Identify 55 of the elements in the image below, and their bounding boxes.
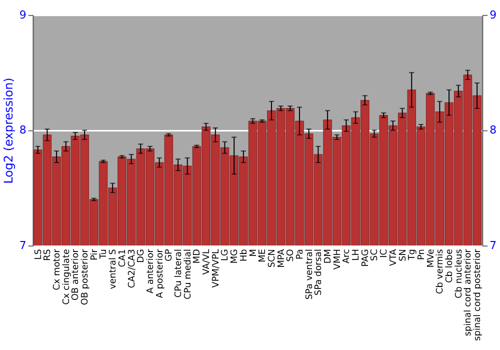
x-tick-label: VMH	[332, 249, 343, 270]
x-tick-label: MPA	[276, 248, 287, 268]
x-tick-label: SC	[370, 249, 380, 261]
y2-tick-label: 7	[490, 239, 497, 252]
x-tick-label: MG	[230, 248, 240, 264]
x-tick-label: RS	[43, 248, 54, 261]
x-tick-label: GP	[164, 248, 175, 262]
y-axis-title: Log2 (expression)	[1, 78, 16, 184]
x-tick-label: Cx motor	[52, 248, 63, 290]
x-tick-label: Cx cingulate	[62, 248, 72, 305]
x-tick-label: LG	[220, 248, 231, 261]
y-tick-label: 9	[19, 8, 26, 22]
x-tick-label: PAG	[360, 248, 371, 267]
y2-tick-label: 8	[490, 124, 497, 137]
x-tick-label: MVe	[426, 248, 436, 268]
x-tick-label: CA1	[118, 249, 128, 268]
x-tick-label: SO	[286, 249, 296, 262]
x-tick-label: LH	[352, 249, 362, 261]
x-tick-label: CA2/CA3	[127, 249, 138, 288]
x-tick-label: OB posterior	[80, 248, 91, 306]
x-tick-label: DG	[136, 248, 147, 263]
x-tick-label: OB anterior	[71, 248, 82, 300]
x-tick-label: Pir	[90, 248, 100, 260]
x-tick-label: spinal cord anterior	[464, 248, 474, 336]
x-tick-label: Cb nucleus	[454, 248, 464, 298]
x-tick-label: CPu lateral	[174, 249, 184, 298]
x-tick-label: A anterior	[146, 248, 156, 294]
x-tick-label: M	[248, 249, 259, 257]
x-tick-label: IC	[380, 249, 390, 258]
x-tick-label: Tg	[408, 249, 418, 262]
x-tick-label: LS	[34, 248, 44, 260]
x-tick-label: SCN	[267, 249, 278, 268]
x-tick-label: SPa dorsal	[314, 249, 324, 296]
x-tick-label: ME	[258, 248, 268, 262]
x-tick-label: Hb	[239, 248, 250, 262]
x-tick-label: Tu	[99, 249, 110, 260]
x-tick-label: Cb lobe	[445, 248, 456, 283]
x-tick-label: CPu medial	[183, 249, 194, 300]
x-tick-label: DM	[324, 249, 334, 264]
x-tick-label: MD	[192, 248, 203, 264]
x-tick-label: VA/VL	[202, 249, 212, 275]
y-tick-label: 8	[19, 124, 26, 137]
x-tick-label: Pa	[295, 249, 306, 260]
x-tick-label: SN	[398, 249, 408, 262]
x-tick-label: VTA	[388, 248, 399, 266]
x-tick-label: ventral S	[108, 248, 119, 290]
x-tick-label: spinal cord posterior	[473, 248, 484, 341]
x-tick-label: Pn	[416, 249, 427, 260]
x-tick-label: Arc	[342, 248, 352, 264]
y2-tick-label: 9	[490, 8, 497, 22]
x-tick-label: Cb vermis	[436, 248, 446, 294]
x-tick-label: VPM/VPL	[211, 249, 222, 288]
y-tick-label: 7	[19, 239, 26, 252]
x-tick-label: SPa ventral	[304, 249, 315, 300]
x-tick-label: A posterior	[155, 248, 166, 298]
